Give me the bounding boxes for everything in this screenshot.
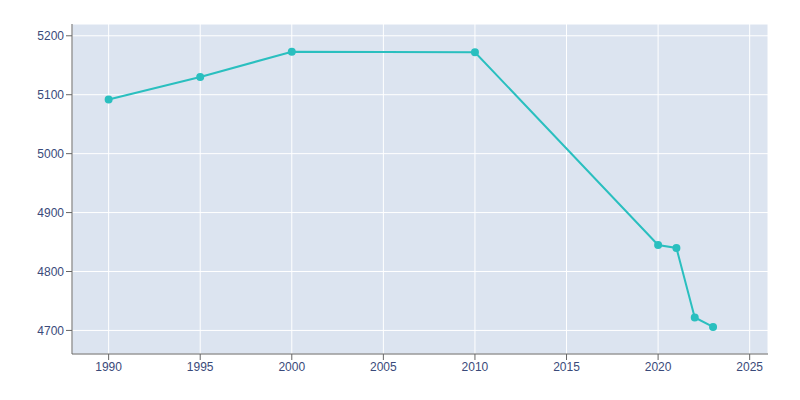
svg-text:2020: 2020: [645, 360, 672, 374]
svg-text:4700: 4700: [37, 324, 64, 338]
svg-text:4800: 4800: [37, 265, 64, 279]
svg-text:5200: 5200: [37, 29, 64, 43]
svg-text:2000: 2000: [278, 360, 305, 374]
svg-text:1995: 1995: [187, 360, 214, 374]
svg-text:2015: 2015: [553, 360, 580, 374]
svg-text:2025: 2025: [736, 360, 763, 374]
svg-text:2010: 2010: [462, 360, 489, 374]
svg-text:2005: 2005: [370, 360, 397, 374]
svg-text:5100: 5100: [37, 88, 64, 102]
svg-text:5000: 5000: [37, 147, 64, 161]
svg-text:4900: 4900: [37, 206, 64, 220]
svg-text:1990: 1990: [95, 360, 122, 374]
